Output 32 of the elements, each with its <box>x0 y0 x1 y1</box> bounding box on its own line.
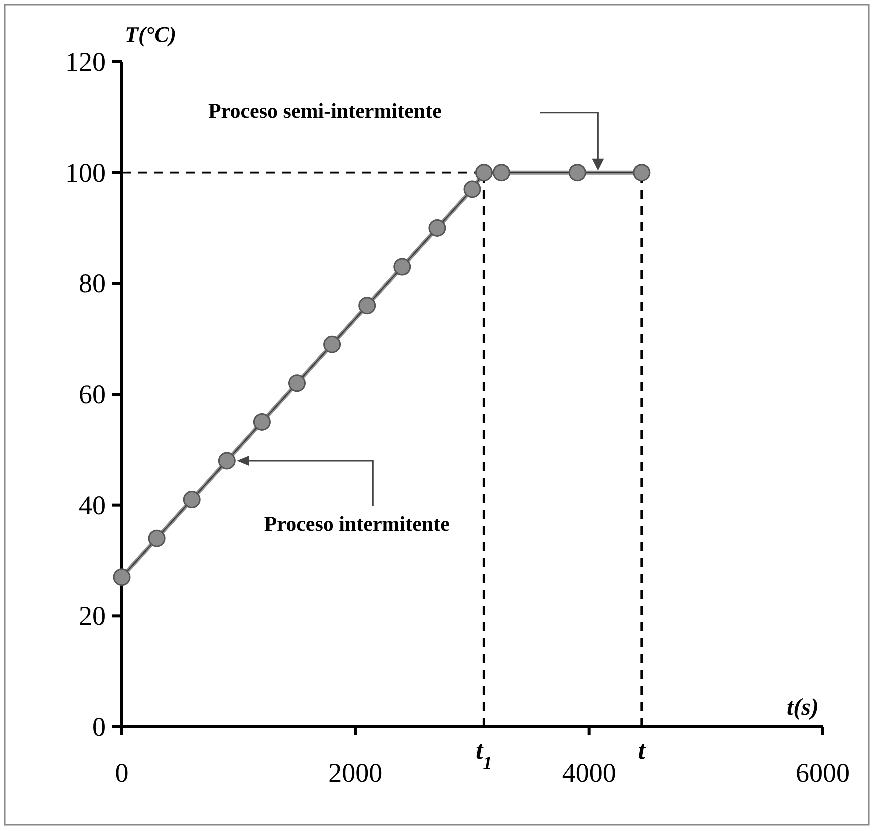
point <box>324 336 342 354</box>
point <box>394 258 412 276</box>
point <box>113 568 131 586</box>
point <box>288 374 306 392</box>
annotation: Proceso intermitente <box>264 512 450 536</box>
ref-line-label: t <box>638 736 646 765</box>
point <box>358 297 376 315</box>
y-tick-label: 80 <box>79 268 106 299</box>
point <box>633 164 651 182</box>
point <box>464 180 482 198</box>
x-tick-label: 4000 <box>562 758 616 788</box>
point <box>568 164 586 182</box>
point <box>183 491 201 509</box>
y-tick-label: 100 <box>66 158 106 188</box>
y-axis-title: T(°C) <box>125 22 177 47</box>
y-tick-label: 60 <box>79 380 106 410</box>
point <box>253 413 271 431</box>
y-tick-label: 40 <box>79 490 106 520</box>
point <box>428 220 446 237</box>
x-axis-title: t(s) <box>787 695 819 721</box>
ref-line-label: t$_{1}$ <box>476 736 492 773</box>
x-tick-label: 2000 <box>328 758 383 788</box>
y-tick-label: 20 <box>79 601 106 632</box>
point <box>148 530 166 548</box>
annotation: Proceso semi-intermitente <box>208 98 442 123</box>
point <box>492 164 510 182</box>
point <box>475 164 493 182</box>
x-tick-label: 6000 <box>796 758 850 788</box>
y-tick-label: 0 <box>92 712 106 742</box>
y-tick-label: 120 <box>66 47 106 77</box>
point <box>218 452 236 470</box>
x-tick-label: 0 <box>115 758 129 788</box>
